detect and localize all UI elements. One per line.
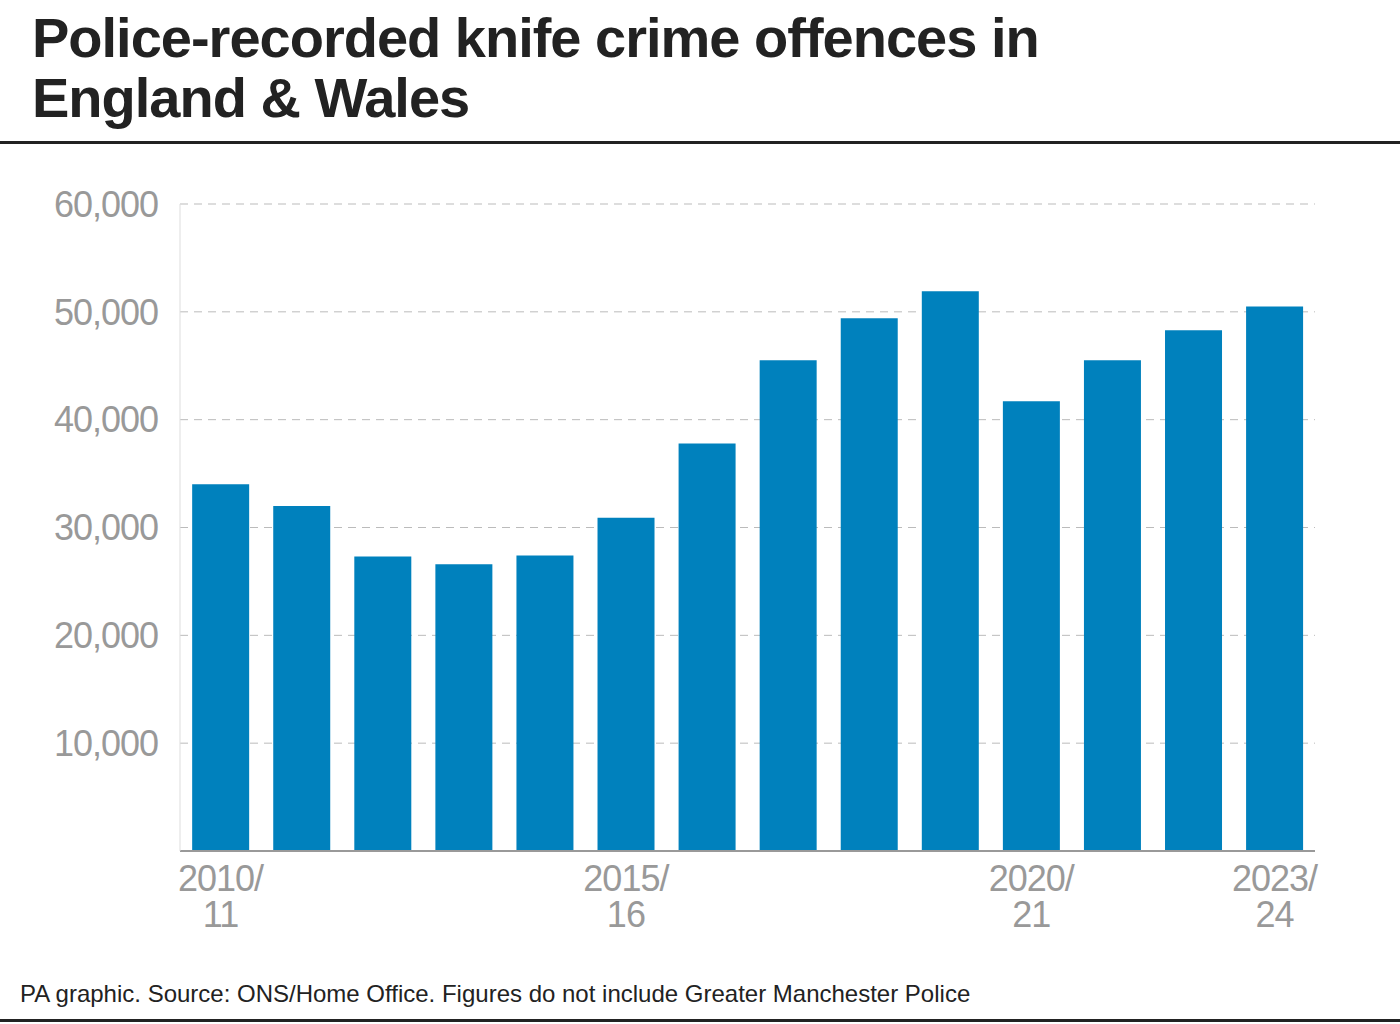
svg-text:2010/11: 2010/11	[178, 858, 264, 935]
svg-text:30,000: 30,000	[54, 507, 158, 548]
svg-text:10,000: 10,000	[54, 723, 158, 764]
svg-text:2015/16: 2015/16	[583, 858, 669, 935]
html-text:Police-recorded knife crime of: Police-recorded knife crime offences in …	[32, 6, 1039, 129]
svg-text:50,000: 50,000	[54, 292, 158, 333]
svg-text:60,000: 60,000	[54, 184, 158, 225]
svg-text:2023/24: 2023/24	[1232, 858, 1318, 935]
svg-text:40,000: 40,000	[54, 399, 158, 440]
svg-text:20,000: 20,000	[54, 615, 158, 656]
html-text:PA graphic. Source: ONS/Home O: PA graphic. Source: ONS/Home Office. Fig…	[20, 980, 971, 1007]
svg-text:2020/21: 2020/21	[989, 858, 1075, 935]
